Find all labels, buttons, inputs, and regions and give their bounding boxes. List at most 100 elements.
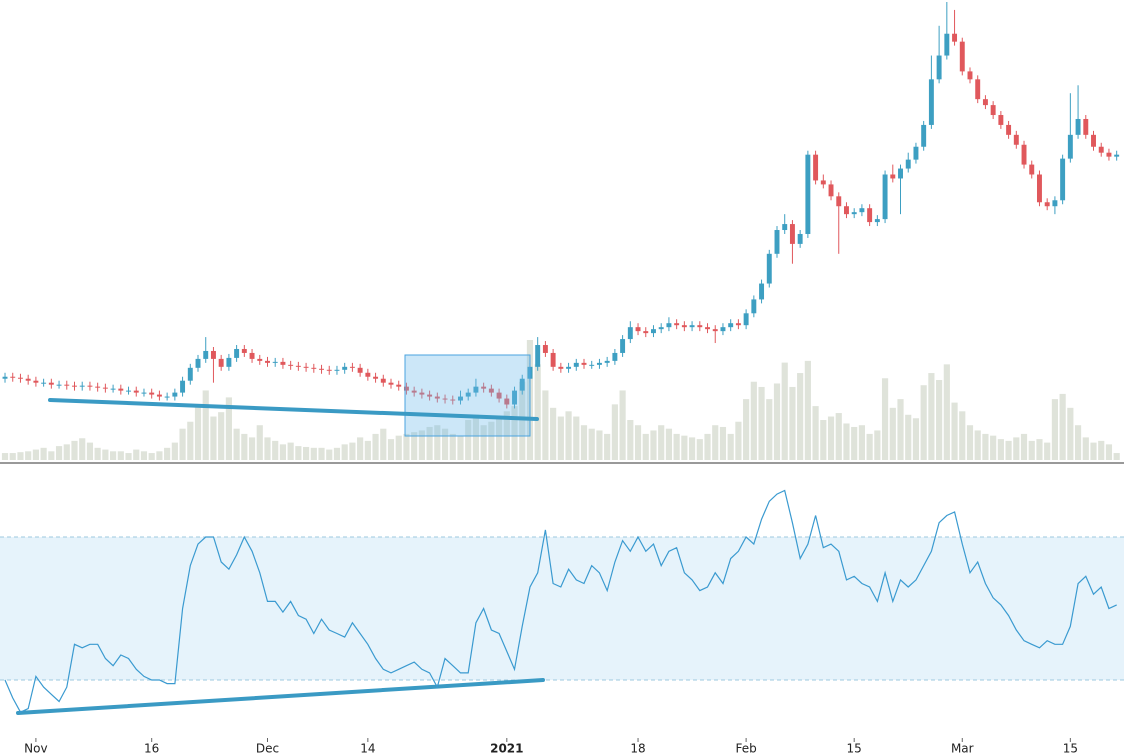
volume-bar bbox=[519, 381, 526, 460]
volume-bar bbox=[565, 411, 572, 460]
candle-body bbox=[180, 380, 186, 393]
candle-body bbox=[319, 368, 324, 370]
candle-body bbox=[373, 376, 379, 379]
candle-body bbox=[102, 387, 108, 389]
candle-body bbox=[1114, 154, 1120, 157]
volume-bar bbox=[812, 406, 819, 460]
volume-bar bbox=[966, 425, 974, 460]
candle-body bbox=[110, 388, 116, 390]
volume-bar bbox=[704, 433, 711, 460]
candle-body bbox=[342, 366, 348, 370]
volume-bar bbox=[619, 390, 626, 460]
volume-bar bbox=[534, 364, 541, 460]
volume-bar bbox=[40, 447, 47, 460]
candle-body bbox=[349, 366, 355, 368]
volume-bar bbox=[287, 442, 294, 460]
volume-bar bbox=[627, 420, 634, 460]
x-tick-label: Dec bbox=[256, 742, 279, 756]
volume-bar bbox=[349, 442, 356, 460]
volume-bar bbox=[889, 407, 896, 460]
candle-body bbox=[1075, 118, 1081, 135]
volume-bar bbox=[434, 425, 441, 460]
candle-body bbox=[1029, 164, 1035, 175]
volume-bar bbox=[102, 449, 109, 460]
volume-bar bbox=[580, 425, 588, 460]
volume-bar bbox=[372, 433, 379, 460]
volume-bar bbox=[333, 447, 341, 460]
volume-bar bbox=[688, 437, 696, 460]
candle-body bbox=[187, 367, 193, 381]
candle-body bbox=[218, 358, 224, 367]
volume-bar bbox=[1044, 442, 1051, 460]
candle-body bbox=[365, 372, 371, 377]
x-axis: Nov 16 Dec 14 2021 18 Feb 15 Mar 15 bbox=[24, 738, 1078, 756]
candle-body bbox=[396, 384, 402, 387]
volume-bar bbox=[851, 426, 858, 460]
candle-body bbox=[504, 398, 510, 405]
volume-bar bbox=[1113, 453, 1120, 460]
candle-body bbox=[56, 384, 62, 386]
volume-bar bbox=[696, 439, 703, 460]
candle-body bbox=[581, 362, 587, 365]
candle-body bbox=[604, 360, 610, 363]
volume-bar bbox=[86, 442, 94, 460]
candle-body bbox=[766, 253, 772, 284]
candle-body bbox=[126, 390, 132, 392]
candle-body bbox=[735, 323, 741, 326]
volume-bar bbox=[140, 451, 148, 460]
candle-body bbox=[643, 331, 649, 334]
candle-body bbox=[25, 378, 31, 381]
candle-body bbox=[743, 313, 749, 326]
candle-body bbox=[874, 219, 880, 223]
candle-body bbox=[859, 208, 865, 213]
volume-bar bbox=[272, 440, 279, 460]
volume-bar bbox=[604, 433, 611, 460]
volume-bar bbox=[611, 404, 618, 460]
candle-body bbox=[141, 392, 147, 394]
candle-body bbox=[867, 208, 873, 223]
candle-body bbox=[535, 345, 541, 367]
volume-bar bbox=[673, 433, 680, 460]
volume-bar bbox=[758, 386, 765, 460]
candle-body bbox=[303, 366, 309, 368]
candle-body bbox=[1060, 158, 1066, 201]
volume-bar bbox=[472, 414, 480, 460]
candle-body bbox=[813, 154, 819, 181]
candle-body bbox=[542, 345, 548, 353]
candle-body bbox=[473, 386, 479, 393]
candle-body bbox=[33, 380, 39, 383]
volume-bar bbox=[634, 425, 642, 460]
candle-body bbox=[782, 224, 788, 231]
candle-body bbox=[450, 399, 456, 401]
candle-body bbox=[658, 327, 664, 330]
volume-bar bbox=[1098, 440, 1105, 460]
volume-bar bbox=[897, 399, 904, 460]
candle-body bbox=[844, 206, 849, 215]
volume-bar bbox=[982, 433, 989, 460]
volume-bar bbox=[766, 399, 773, 460]
candle-body bbox=[550, 352, 556, 367]
volume-bar bbox=[256, 425, 263, 460]
x-tick-label: 16 bbox=[144, 742, 159, 756]
volume-bar bbox=[187, 421, 194, 460]
volume-bar bbox=[55, 446, 63, 460]
volume-bar bbox=[550, 407, 557, 460]
candle-body bbox=[651, 329, 656, 334]
volume-bar bbox=[387, 439, 395, 460]
volume-bar bbox=[79, 438, 86, 460]
candle-body bbox=[79, 385, 85, 387]
candle-body bbox=[612, 352, 618, 361]
rsi-band bbox=[0, 537, 1124, 680]
candle-body bbox=[1006, 124, 1012, 135]
volume-bar bbox=[441, 428, 449, 460]
candle-body bbox=[1067, 134, 1073, 159]
candle-body bbox=[982, 99, 988, 106]
volume-bar bbox=[773, 383, 781, 460]
volume-bar bbox=[658, 425, 665, 460]
candle-body bbox=[720, 327, 726, 332]
volume-bar bbox=[511, 406, 518, 460]
candle-body bbox=[1098, 146, 1104, 153]
volume-bar bbox=[264, 437, 271, 460]
volume-bar bbox=[943, 364, 950, 460]
candle-body bbox=[558, 366, 564, 369]
